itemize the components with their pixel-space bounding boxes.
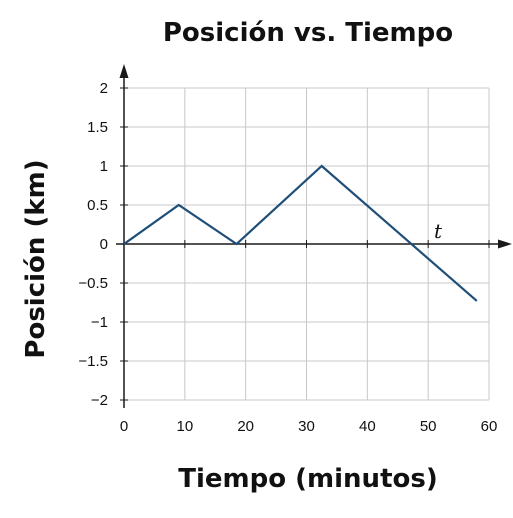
- y-axis-arrowhead: [119, 64, 129, 78]
- y-tick-label: 1.5: [87, 119, 108, 136]
- y-tick-label: 1: [100, 158, 108, 175]
- tick-labels: 0 10 20 30 40 50 60 2 1.5 1 0.5 0 −0.5 −1 −1.5 −2: [78, 80, 497, 435]
- x-axis-arrowhead: [498, 239, 512, 249]
- y-tick-label: 0.5: [87, 197, 108, 214]
- x-tick-label: 10: [176, 418, 193, 435]
- axes: [116, 64, 512, 408]
- y-tick-label: −2: [91, 392, 108, 409]
- series-layer: [123, 164, 478, 302]
- x-axis-label: Tiempo (minutos): [178, 464, 437, 494]
- chart-title: Posición vs. Tiempo: [163, 18, 453, 48]
- y-tick-label: −1.5: [78, 353, 108, 370]
- x-tick-label: 40: [359, 418, 376, 435]
- x-tick-label: 30: [298, 418, 315, 435]
- x-tick-label: 50: [420, 418, 437, 435]
- y-tick-label: −0.5: [78, 275, 108, 292]
- x-tick-label: 0: [120, 418, 128, 435]
- y-tick-label: 0: [100, 236, 108, 253]
- x-tick-label: 20: [237, 418, 254, 435]
- t-axis-variable-label: t: [434, 219, 443, 243]
- y-tick-label: −1: [91, 314, 108, 331]
- position-line: [123, 164, 478, 302]
- y-axis-label: Posición (km): [21, 159, 51, 358]
- y-tick-label: 2: [100, 80, 108, 97]
- x-tick-label: 60: [481, 418, 498, 435]
